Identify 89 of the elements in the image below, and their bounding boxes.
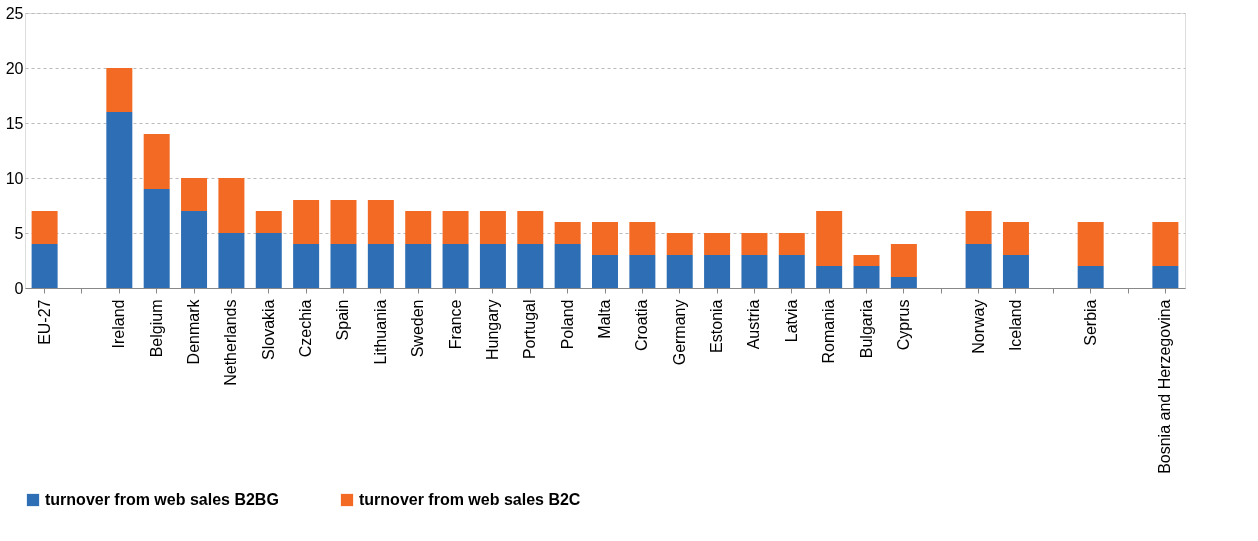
y-tick-label: 15 bbox=[5, 114, 24, 132]
bar bbox=[31, 211, 58, 244]
bar bbox=[853, 255, 880, 266]
bar bbox=[181, 178, 208, 211]
bar bbox=[816, 211, 843, 266]
y-tick-label: 20 bbox=[5, 59, 24, 77]
bar bbox=[405, 244, 432, 288]
bar bbox=[666, 233, 693, 255]
bar bbox=[778, 233, 805, 255]
x-tick-label: Bosnia and Herzegovina bbox=[1156, 299, 1174, 474]
bar bbox=[31, 244, 58, 288]
x-tick-label: Czechia bbox=[297, 299, 315, 358]
bar bbox=[517, 244, 544, 288]
x-tick-label: Austria bbox=[745, 299, 763, 350]
bar bbox=[592, 255, 618, 288]
bar bbox=[218, 233, 245, 288]
bar bbox=[479, 244, 506, 288]
x-tick-label: Serbia bbox=[1081, 299, 1099, 346]
x-tick-label: Poland bbox=[558, 299, 576, 350]
x-tick-label: Belgium bbox=[147, 299, 165, 358]
bar bbox=[778, 255, 805, 288]
x-tick-label: Latvia bbox=[782, 299, 800, 343]
bar bbox=[704, 255, 731, 288]
bar bbox=[517, 211, 544, 244]
bar bbox=[442, 211, 469, 244]
bar bbox=[1152, 222, 1179, 266]
x-tick-label: Iceland bbox=[1006, 299, 1024, 352]
bar bbox=[592, 222, 618, 255]
bar bbox=[554, 244, 581, 288]
bar bbox=[479, 211, 506, 244]
x-tick-label: EU-27 bbox=[35, 299, 53, 345]
legend-label: turnover from web sales B2C bbox=[359, 491, 581, 508]
x-tick-label: Cyprus bbox=[894, 299, 912, 351]
bar bbox=[1077, 266, 1104, 288]
x-tick-label: Lithuania bbox=[371, 299, 389, 365]
bar bbox=[965, 211, 992, 244]
bar bbox=[106, 112, 133, 288]
bar bbox=[1002, 255, 1029, 288]
bar bbox=[181, 211, 208, 288]
bar bbox=[330, 200, 357, 244]
y-tick-label: 10 bbox=[5, 169, 24, 187]
x-tick-label: France bbox=[446, 299, 464, 350]
x-tick-label: Bulgaria bbox=[857, 299, 875, 359]
bar bbox=[255, 211, 282, 233]
bar bbox=[704, 233, 731, 255]
x-tick-label: Estonia bbox=[708, 299, 726, 353]
y-tick-label: 25 bbox=[5, 4, 24, 22]
x-tick-label: Germany bbox=[670, 299, 688, 366]
bar bbox=[143, 189, 170, 288]
y-tick-label: 0 bbox=[14, 279, 24, 297]
bar bbox=[293, 200, 320, 244]
legend-label: turnover from web sales B2BG bbox=[45, 491, 279, 508]
bar bbox=[816, 266, 843, 288]
x-tick-label: Sweden bbox=[409, 299, 427, 358]
bar bbox=[666, 255, 693, 288]
bar bbox=[890, 244, 917, 277]
bar bbox=[106, 68, 133, 112]
bar bbox=[367, 244, 394, 288]
bar bbox=[1077, 222, 1104, 266]
bar bbox=[853, 266, 880, 288]
x-tick-label: Portugal bbox=[521, 299, 539, 360]
bar bbox=[255, 233, 282, 288]
bar bbox=[143, 134, 170, 189]
bar bbox=[367, 200, 394, 244]
x-tick-label: Denmark bbox=[185, 298, 203, 365]
x-tick-label: Malta bbox=[596, 299, 613, 339]
x-tick-label: Ireland bbox=[110, 299, 128, 349]
bar bbox=[1002, 222, 1029, 255]
x-tick-label: Netherlands bbox=[222, 299, 240, 386]
x-tick-label: Romania bbox=[820, 299, 838, 364]
bar bbox=[218, 178, 245, 233]
bar bbox=[554, 222, 581, 244]
bar bbox=[330, 244, 357, 288]
bar bbox=[741, 233, 768, 255]
bar bbox=[890, 277, 917, 288]
x-tick-label: Norway bbox=[969, 299, 987, 354]
bar bbox=[1152, 266, 1179, 288]
x-tick-label: Slovakia bbox=[259, 299, 277, 360]
bar bbox=[405, 211, 432, 244]
bar bbox=[741, 255, 768, 288]
x-tick-label: Hungary bbox=[483, 299, 501, 360]
bar bbox=[293, 244, 320, 288]
bar bbox=[442, 244, 469, 288]
bar bbox=[629, 255, 656, 288]
bar bbox=[965, 244, 992, 288]
bar bbox=[629, 222, 656, 255]
x-tick-label: Croatia bbox=[633, 299, 651, 352]
x-tick-label: Spain bbox=[334, 299, 352, 341]
y-tick-label: 5 bbox=[14, 224, 24, 242]
